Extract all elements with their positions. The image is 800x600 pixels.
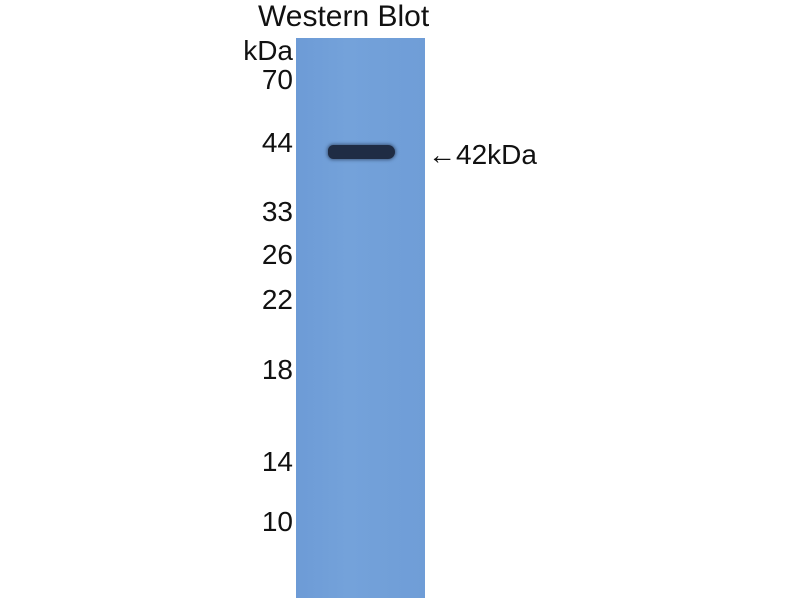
marker-22: 22 xyxy=(261,284,293,315)
marker-33: 33 xyxy=(261,196,293,227)
marker-18: 18 xyxy=(261,354,293,385)
blot-lane xyxy=(296,38,425,598)
unit-label: kDa xyxy=(243,35,293,66)
figure-title: Western Blot xyxy=(258,0,430,33)
marker-44: 44 xyxy=(261,127,293,158)
marker-10: 10 xyxy=(261,506,293,537)
protein-band xyxy=(328,145,395,159)
marker-26: 26 xyxy=(261,239,293,270)
marker-70: 70 xyxy=(261,64,293,95)
marker-14: 14 xyxy=(261,446,293,477)
band-annotation: ←42kDa xyxy=(428,139,537,170)
